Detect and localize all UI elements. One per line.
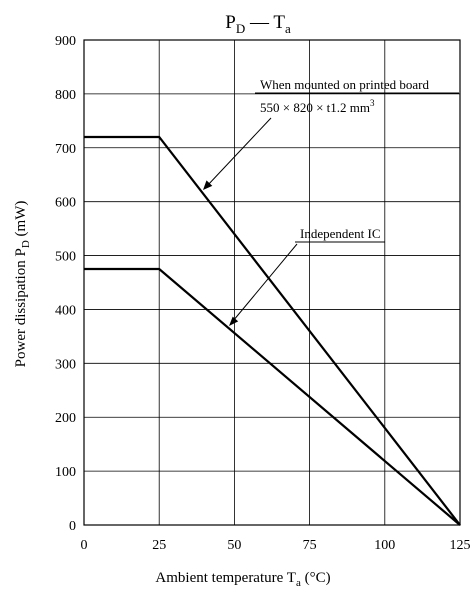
x-axis-title-subscript: a (296, 577, 301, 589)
y-tick-label: 300 (55, 357, 76, 372)
annotation-independent-ic-label: Independent IC (300, 226, 381, 241)
chart-title-subscript: D (236, 21, 245, 36)
series-line-2 (84, 267, 461, 526)
x-tick-label: 50 (227, 538, 241, 553)
annotation-arrow-line (232, 243, 298, 322)
y-axis-title: Power dissipation PD (mW) (13, 201, 32, 368)
y-tick-label: 800 (55, 88, 76, 103)
series-lines (84, 135, 461, 526)
y-axis-ticks: 0 100 200 300 400 500 600 700 800 900 (55, 34, 76, 534)
x-tick-label: 25 (152, 538, 166, 553)
annotation-superscript: 3 (370, 98, 375, 108)
x-tick-label: 75 (303, 538, 317, 553)
x-axis-ticks: 0 25 50 75 100 125 (81, 538, 471, 553)
y-tick-label: 500 (55, 250, 76, 265)
chart-title: PD — Ta (225, 12, 291, 36)
arrow-head (229, 316, 239, 326)
y-tick-label: 0 (69, 519, 76, 534)
x-tick-label: 0 (81, 538, 88, 553)
y-axis-title-subscript: D (20, 240, 32, 248)
x-axis-title: Ambient temperature Ta (°C) (155, 570, 330, 589)
arrow-head (203, 180, 213, 190)
plot-frame (83, 39, 461, 526)
y-tick-label: 900 (55, 34, 76, 49)
annotation-printed-board-line2: 550 × 820 × t1.2 mm3 (260, 98, 375, 115)
y-tick-label: 600 (55, 196, 76, 211)
y-tick-label: 200 (55, 411, 76, 426)
y-tick-label: 700 (55, 142, 76, 157)
annotation-independent-ic: Independent IC (229, 226, 385, 326)
y-tick-label: 100 (55, 465, 76, 480)
series-line-1 (84, 135, 461, 526)
annotation-printed-board-line1: When mounted on printed board (260, 77, 429, 92)
x-tick-label: 100 (374, 538, 395, 553)
y-tick-label: 400 (55, 303, 76, 318)
annotation-printed-board: When mounted on printed board 550 × 820 … (203, 77, 459, 190)
x-tick-label: 125 (450, 538, 471, 553)
annotation-arrow-line (206, 117, 272, 187)
